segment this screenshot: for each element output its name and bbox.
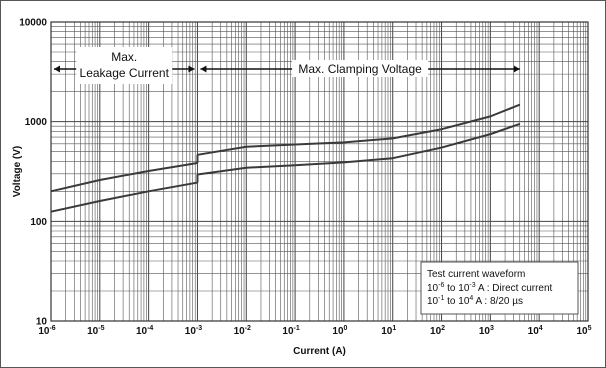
y-axis-title: Voltage (V) [12, 146, 23, 197]
waveform-note-line1: 10-6 to 10-3 A : Direct current [427, 282, 553, 294]
x-tick-label: 105 [576, 325, 591, 337]
x-tick-label: 104 [528, 325, 543, 337]
x-tick-label: 10-4 [136, 325, 153, 337]
leakage-label-bg [76, 47, 173, 84]
x-tick-label: 103 [479, 325, 494, 337]
x-tick-label: 101 [381, 325, 396, 337]
leakage-label-line2: Leakage Current [80, 66, 170, 80]
leakage-label-line1: Max. [111, 50, 137, 64]
clamping-label: Max. Clamping Voltage [298, 62, 422, 76]
axes: 10 100 1000 10000 10-6 10-5 10-4 10-3 10-2 10-1 10… [12, 18, 592, 358]
x-tick-label: 100 [332, 325, 347, 337]
series-line [50, 161, 198, 193]
y-tick-label: 1000 [25, 117, 48, 128]
clamping-arrow-left [200, 65, 207, 73]
series-line [197, 103, 521, 156]
y-tick-label: 100 [30, 217, 47, 228]
y-tick-label: 10000 [19, 18, 47, 29]
x-tick-label: 10-5 [87, 325, 104, 337]
x-axis-title: Current (A) [293, 346, 346, 357]
x-tick-label: 10-2 [234, 325, 251, 337]
x-tick-label: 10-1 [282, 325, 299, 337]
annotations: Max. Leakage Current Max. Clamping Voltage… [54, 47, 579, 315]
series-layer [50, 103, 521, 213]
clamping-label-bg [292, 60, 429, 77]
leakage-arrow-left [54, 65, 60, 73]
series-line [197, 122, 521, 176]
waveform-note-line2: 10-1 to 104 A : 8/20 µs [427, 295, 523, 307]
clamping-arrow-right [513, 65, 520, 73]
x-tick-label: 10-3 [185, 325, 202, 337]
leakage-arrow-right [188, 65, 195, 73]
waveform-note-title: Test current waveform [427, 269, 525, 280]
plot-border [50, 21, 589, 322]
series-line [50, 181, 198, 213]
x-tick-label: 102 [430, 325, 445, 337]
y-tick-label: 10 [36, 317, 48, 328]
waveform-note-box [420, 261, 579, 315]
x-tick-label: 10-6 [38, 325, 55, 337]
